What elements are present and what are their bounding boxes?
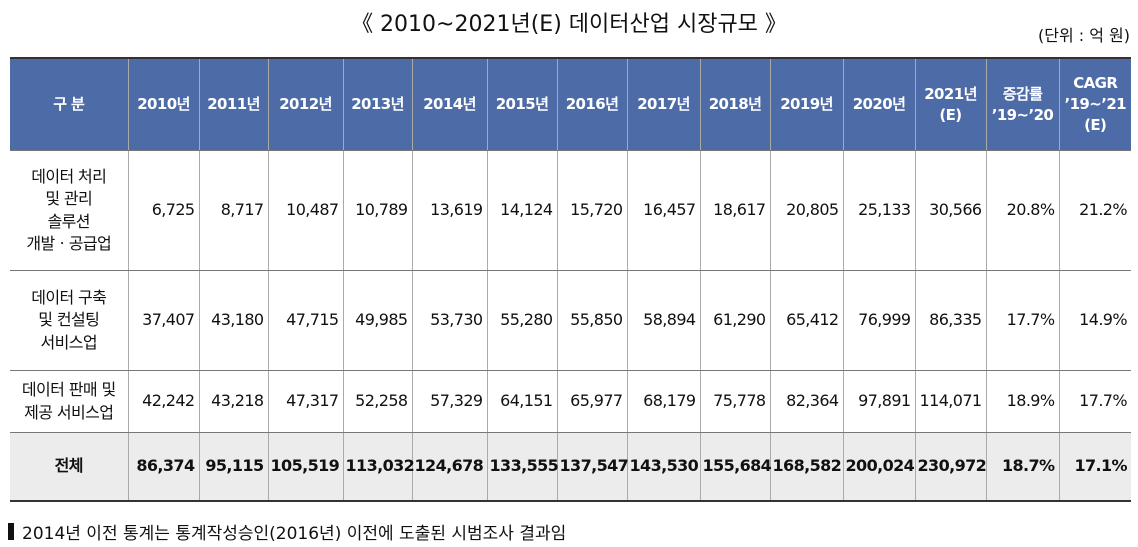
- row-label: 데이터 처리 및 관리 솔루션 개발ㆍ공급업: [10, 150, 129, 271]
- cell: 14.9%: [1058, 270, 1131, 371]
- cell: 113,032: [342, 432, 415, 501]
- header-cell: 2014년: [411, 58, 488, 151]
- header-cell: 2016년: [556, 58, 628, 151]
- cell: 18.7%: [985, 432, 1060, 501]
- cell: 86,335: [914, 270, 987, 371]
- cell: 95,115: [198, 432, 269, 501]
- cell: 68,179: [626, 370, 701, 433]
- cell: 21.2%: [1059, 150, 1131, 271]
- title: 《 2010~2021년(E) 데이터산업 시장규모 》: [351, 12, 787, 37]
- table-row: 데이터 판매 및 제공 서비스업 42,242 43,218 47,317 52,258…: [10, 370, 1131, 433]
- cell: 13,619: [412, 150, 488, 271]
- cell: 64,151: [486, 370, 558, 433]
- cell: 20.8%: [986, 150, 1060, 271]
- cell: 82,364: [769, 370, 844, 433]
- cell: 61,290: [699, 270, 771, 371]
- cell: 6,725: [128, 150, 200, 271]
- header-cell: 2010년: [127, 58, 200, 151]
- cell: 30,566: [915, 150, 987, 271]
- header-cell: 2017년: [626, 58, 701, 151]
- header-cell: 2018년: [699, 58, 771, 151]
- cell: 17.1%: [1058, 432, 1131, 501]
- cell: 47,317: [267, 370, 344, 433]
- cell: 47,715: [267, 270, 344, 371]
- cell: 55,280: [486, 270, 558, 371]
- header-cell: 증감률 ’19~’20: [985, 58, 1060, 151]
- cell: 52,258: [342, 370, 413, 433]
- cell: 155,684: [699, 432, 772, 501]
- header-cell: 2015년: [486, 58, 558, 151]
- cell: 53,730: [411, 270, 488, 371]
- data-table: 구 분 2010년 2011년 2012년 2013년 2014년 2015년 2016년 20…: [10, 57, 1131, 502]
- cell: 114,071: [914, 370, 987, 433]
- cell: 42,242: [127, 370, 200, 433]
- cell: 76,999: [842, 270, 916, 371]
- cell: 230,972: [914, 432, 987, 501]
- footnote-block: 2014년 이전 통계는 통계작성승인(2016년) 이전에 도출된 시범조사 …: [8, 519, 566, 544]
- cell: 57,329: [411, 370, 488, 433]
- header-cell: 2019년: [769, 58, 844, 151]
- header-cell: 2011년: [198, 58, 269, 151]
- cell: 43,218: [198, 370, 269, 433]
- cell: 137,547: [556, 432, 629, 501]
- header-cell: 2020년: [842, 58, 916, 151]
- cell: 49,985: [342, 270, 413, 371]
- cell: 133,555: [486, 432, 559, 501]
- cell: 17.7%: [1058, 370, 1131, 433]
- cell: 20,805: [770, 150, 844, 271]
- cell: 18.9%: [985, 370, 1060, 433]
- cell: 75,778: [699, 370, 771, 433]
- cell: 37,407: [127, 270, 200, 371]
- unit: (단위 : 억 원): [1037, 26, 1130, 45]
- table-row: 데이터 처리 및 관리 솔루션 개발ㆍ공급업 6,725 8,717 10,487 10…: [10, 150, 1131, 271]
- cell: 10,487: [268, 150, 344, 271]
- cell: 143,530: [626, 432, 701, 501]
- cell: 86,374: [127, 432, 200, 501]
- table-row: 데이터 구축 및 컨설팅 서비스업 37,407 43,180 47,715 49,98…: [10, 270, 1131, 371]
- cell: 43,180: [198, 270, 269, 371]
- cell: 16,457: [627, 150, 701, 271]
- header-cell: 2013년: [342, 58, 413, 151]
- header-row: 구 분 2010년 2011년 2012년 2013년 2014년 2015년 2016년 20…: [10, 58, 1131, 151]
- footnote: 2014년 이전 통계는 통계작성승인(2016년) 이전에 도출된 시범조사 …: [22, 524, 567, 544]
- cell: 65,412: [769, 270, 844, 371]
- row-label: 전체: [10, 432, 129, 501]
- bullet: [8, 523, 14, 540]
- cell: 65,977: [556, 370, 628, 433]
- table-row: 전체 86,374 95,115 105,519 113,032 124,678 133,5…: [10, 432, 1131, 501]
- cell: 55,850: [556, 270, 628, 371]
- cell: 97,891: [842, 370, 916, 433]
- cell: 8,717: [199, 150, 269, 271]
- header-cell: CAGR ’19~’21 (E): [1058, 58, 1131, 151]
- header-cell: 2012년: [267, 58, 344, 151]
- cell: 58,894: [626, 270, 701, 371]
- cell: 168,582: [769, 432, 844, 501]
- cell: 17.7%: [985, 270, 1060, 371]
- header-cell: 2021년 (E): [914, 58, 987, 151]
- cell: 200,024: [842, 432, 916, 501]
- row-label: 데이터 구축 및 컨설팅 서비스업: [10, 270, 129, 371]
- cell: 18,617: [700, 150, 771, 271]
- row-label: 데이터 판매 및 제공 서비스업: [10, 370, 129, 433]
- header-cell: 구 분: [10, 58, 129, 151]
- cell: 14,124: [487, 150, 558, 271]
- cell: 25,133: [843, 150, 916, 271]
- cell: 10,789: [343, 150, 413, 271]
- cell: 15,720: [557, 150, 628, 271]
- cell: 124,678: [411, 432, 488, 501]
- cell: 105,519: [267, 432, 344, 501]
